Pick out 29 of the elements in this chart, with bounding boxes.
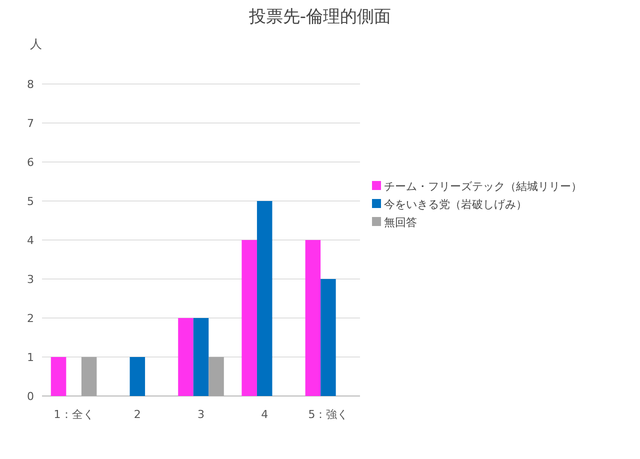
x-tick-label: 4 (261, 408, 268, 421)
bar (305, 240, 321, 396)
legend-label: チーム・フリーズテック（結城リリー） (384, 180, 582, 193)
x-tick-label: 2 (134, 408, 141, 421)
y-tick-label: 3 (27, 273, 34, 286)
bar (320, 279, 336, 396)
y-tick-label: 6 (27, 156, 34, 169)
bar (178, 318, 194, 396)
bar (193, 318, 209, 396)
bar (81, 357, 97, 396)
bar (208, 357, 224, 396)
bar (50, 357, 66, 396)
bar (242, 240, 257, 396)
y-axis-title: 人 (30, 37, 42, 51)
x-tick-label: 3 (198, 408, 204, 421)
y-tick-label: 4 (27, 234, 34, 247)
y-tick-label: 1 (27, 351, 34, 364)
y-tick-label: 7 (27, 117, 34, 130)
y-tick-label: 8 (27, 78, 34, 91)
bar (130, 357, 146, 396)
x-tick-label: 5：強く (308, 408, 348, 421)
y-tick-label: 5 (27, 195, 34, 208)
chart-title: 投票先-倫理的側面 (248, 7, 392, 27)
x-tick-label: 1：全く (54, 408, 94, 421)
legend-label: 今をいきる党（岩破しげみ） (384, 198, 527, 211)
y-tick-label: 0 (27, 390, 34, 403)
y-tick-label: 2 (27, 312, 34, 325)
bar (256, 201, 272, 396)
legend-label: 無回答 (384, 216, 417, 229)
